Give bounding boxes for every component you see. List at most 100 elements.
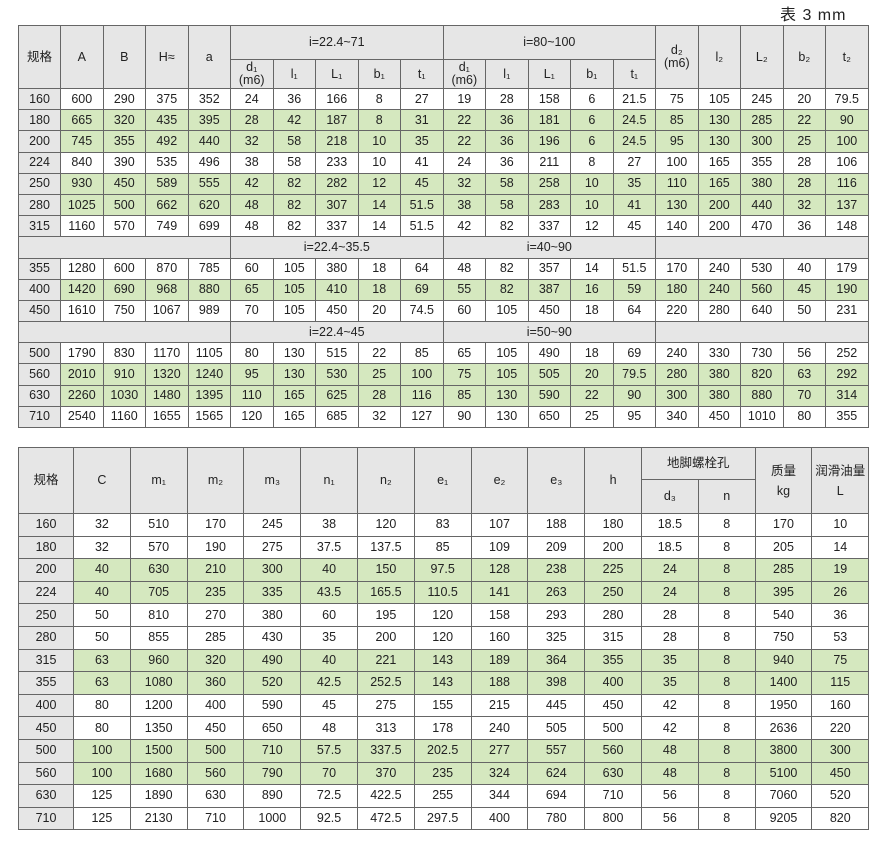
value-cell: 280: [655, 363, 699, 386]
value-cell: 570: [129, 535, 188, 560]
value-cell: 620: [187, 193, 231, 217]
value-cell: 128: [470, 558, 529, 582]
value-cell: 72.5: [300, 784, 358, 808]
value-cell: 330: [697, 342, 742, 365]
value-cell: 6: [570, 130, 614, 153]
value-cell: 387: [527, 278, 572, 301]
value-cell: 880: [740, 384, 784, 407]
value-cell: 1500: [129, 738, 188, 763]
value-cell: 25: [570, 405, 614, 429]
value-cell: 130: [485, 405, 529, 429]
header-spec: 规格: [18, 25, 61, 89]
value-cell: 8: [697, 625, 756, 650]
value-cell: 910: [102, 363, 146, 386]
value-cell: 390: [102, 151, 146, 174]
table-caption: 表 3 mm: [780, 7, 847, 24]
value-cell: 25: [357, 363, 401, 386]
value-cell: 27: [612, 151, 657, 174]
value-cell: 137: [825, 193, 869, 217]
value-cell: 43.5: [300, 580, 358, 605]
value-cell: 1890: [129, 784, 188, 808]
value-cell: 63: [73, 671, 131, 695]
value-cell: 662: [145, 193, 189, 217]
value-cell: 120: [413, 625, 472, 650]
value-cell: 745: [60, 130, 104, 153]
value-cell: 560: [740, 278, 784, 301]
header-mass: 质量 kg: [754, 447, 813, 514]
value-cell: 355: [825, 405, 869, 429]
value-cell: 258: [527, 172, 572, 195]
value-cell: 470: [740, 215, 784, 238]
header-ratio-group-2: i=80~100: [442, 25, 657, 60]
value-cell: 515: [315, 342, 359, 365]
value-cell: 395: [754, 580, 813, 605]
value-cell: 600: [60, 87, 104, 111]
value-cell: 80: [230, 342, 274, 365]
value-cell: 1025: [60, 193, 104, 217]
value-cell: 90: [825, 109, 869, 132]
value-cell: 630: [584, 761, 642, 786]
spec-cell: 450: [18, 716, 74, 740]
value-cell: 8: [697, 580, 756, 605]
table-row: 560 100 1680 560 790 70 370 235 324 624 630 48 8 5100…: [18, 761, 870, 786]
value-cell: 188: [470, 671, 529, 695]
value-cell: 28: [782, 172, 827, 195]
value-cell: 24: [640, 580, 699, 605]
value-cell: 95: [230, 363, 274, 386]
value-cell: 250: [584, 580, 642, 605]
ratio-range-row: i=22.4~35.5 i=40~90: [18, 236, 869, 259]
value-cell: 40: [73, 580, 131, 605]
value-cell: 48: [230, 193, 274, 217]
value-cell: 130: [655, 193, 699, 217]
value-cell: 490: [527, 342, 572, 365]
value-cell: 496: [187, 151, 231, 174]
value-cell: 500: [584, 716, 642, 740]
value-cell: 472.5: [356, 806, 415, 831]
value-cell: 630: [186, 784, 245, 808]
value-cell: 18.5: [640, 513, 699, 537]
value-cell: 395: [187, 109, 231, 132]
value-cell: 90: [612, 384, 657, 407]
value-cell: 1420: [60, 278, 104, 301]
value-cell: 40: [73, 558, 131, 582]
value-cell: 380: [697, 384, 742, 407]
header-n1: n₁: [300, 447, 358, 514]
value-cell: 82: [485, 215, 529, 238]
value-cell: 710: [584, 784, 642, 808]
value-cell: 45: [612, 215, 657, 238]
spec-cell: 315: [18, 215, 61, 238]
spec-cell: 280: [18, 625, 74, 650]
value-cell: 22: [570, 384, 614, 407]
value-cell: 85: [413, 535, 472, 560]
value-cell: 28: [640, 603, 699, 627]
value-cell: 80: [73, 693, 131, 718]
value-cell: 97.5: [413, 558, 472, 582]
value-cell: 280: [697, 299, 742, 323]
value-cell: 10: [570, 193, 614, 217]
value-cell: 90: [442, 405, 487, 429]
blank-cell: [655, 236, 869, 259]
value-cell: 535: [145, 151, 189, 174]
value-cell: 505: [527, 716, 586, 740]
value-cell: 48: [640, 738, 699, 763]
value-cell: 398: [527, 671, 586, 695]
table-row: 355 63 1080 360 520 42.5 252.5 143 188 398 400 35 8 1…: [18, 671, 870, 695]
header-t1: t₁: [400, 59, 444, 89]
table-row: 280 1025 500 662 620 48 82 307 14 51.5 38 58 283 10 41…: [18, 193, 869, 217]
value-cell: 58: [485, 193, 529, 217]
value-cell: 105: [485, 363, 529, 386]
spec-cell: 450: [18, 299, 61, 323]
value-cell: 51.5: [400, 193, 444, 217]
header-B: B: [102, 25, 146, 89]
value-cell: 82: [485, 278, 529, 301]
value-cell: 235: [413, 761, 472, 786]
value-cell: 190: [186, 535, 245, 560]
table-row: 710 125 2130 710 1000 92.5 472.5 297.5 400 780 800…: [18, 806, 870, 831]
value-cell: 105: [697, 87, 742, 111]
value-cell: 357: [527, 257, 572, 280]
value-cell: 100: [825, 130, 869, 153]
table-row: 355 1280 600 870 785 60 105 380 18 64 48 82 357 14 51.…: [18, 257, 869, 280]
spec-cell: 400: [18, 278, 61, 301]
value-cell: 58: [485, 172, 529, 195]
value-cell: 200: [584, 535, 642, 560]
